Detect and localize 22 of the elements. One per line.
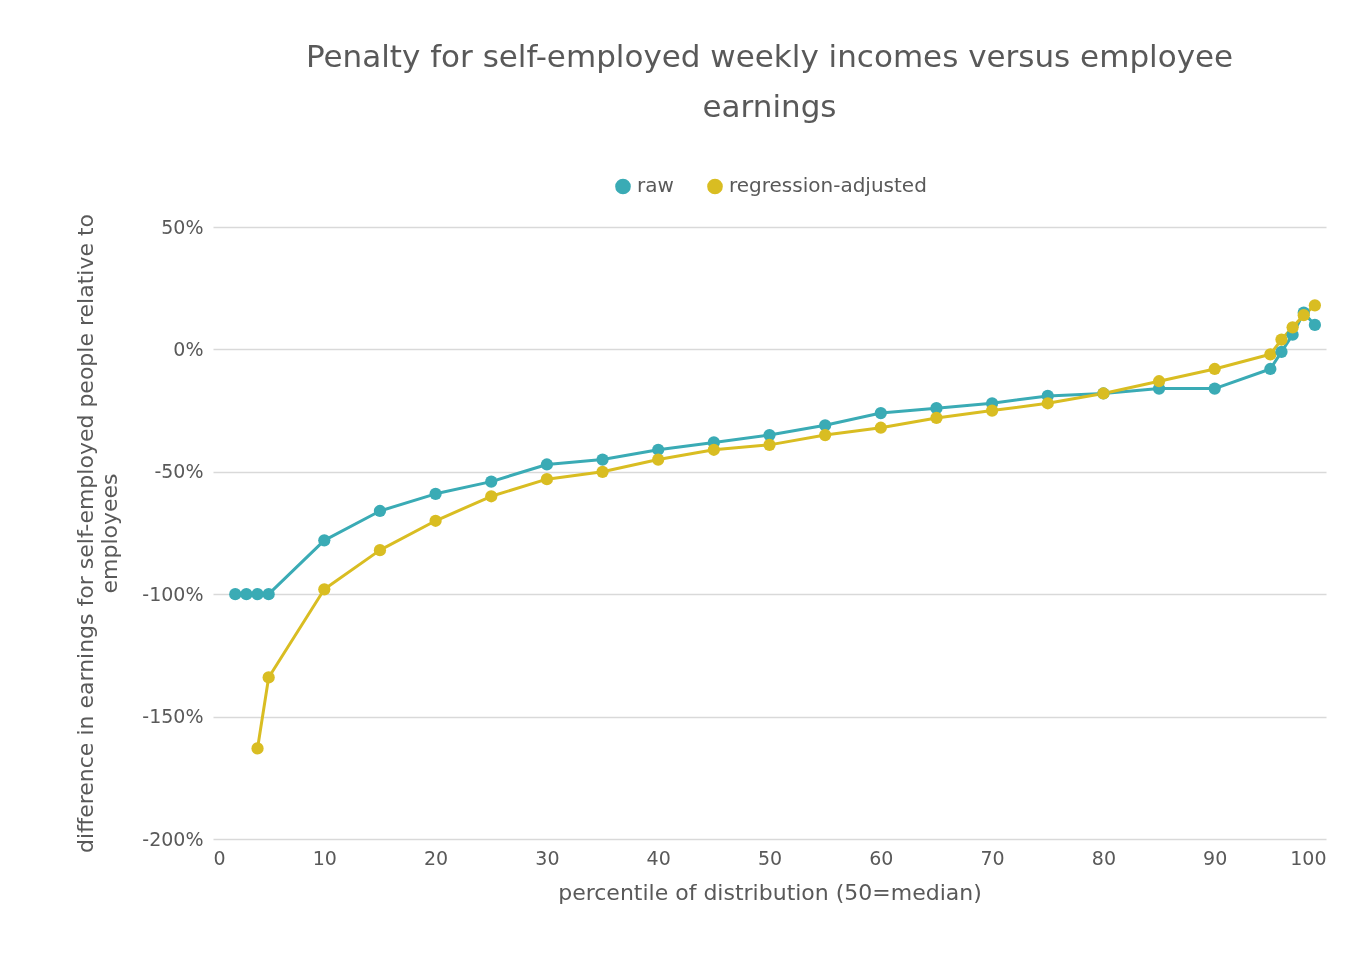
- x-tick-label: 60: [869, 846, 894, 869]
- x-axis-title: percentile of distribution (50=median): [558, 879, 982, 905]
- y-tick-label: -200%: [142, 827, 204, 850]
- x-tick-label: 100: [1290, 846, 1327, 869]
- x-tick-label: 80: [1091, 846, 1116, 869]
- x-tick-label: 90: [1203, 846, 1228, 869]
- legend-label: raw: [637, 173, 674, 198]
- y-tick-label: -100%: [142, 582, 204, 605]
- x-tick-label: 70: [980, 846, 1005, 869]
- y-tick-label: 0%: [173, 337, 204, 360]
- y-tick-label: -50%: [154, 460, 204, 483]
- x-tick-label: 20: [424, 846, 449, 869]
- y-axis-title: difference in earnings for self-employed people relative to employees: [73, 213, 123, 854]
- chart-title: Penalty for self-employed weekly incomes versus employee earnings: [305, 38, 1234, 124]
- y-tick-label: -150%: [142, 705, 204, 728]
- x-tick-label: 10: [312, 846, 337, 869]
- y-tick-label: 50%: [161, 215, 204, 238]
- x-tick-label: 0: [213, 846, 226, 869]
- x-tick-label: 40: [646, 846, 671, 869]
- x-tick-label: 50: [757, 846, 783, 869]
- legend-label: regression-adjusted: [729, 173, 927, 198]
- x-tick-label: 30: [535, 846, 560, 869]
